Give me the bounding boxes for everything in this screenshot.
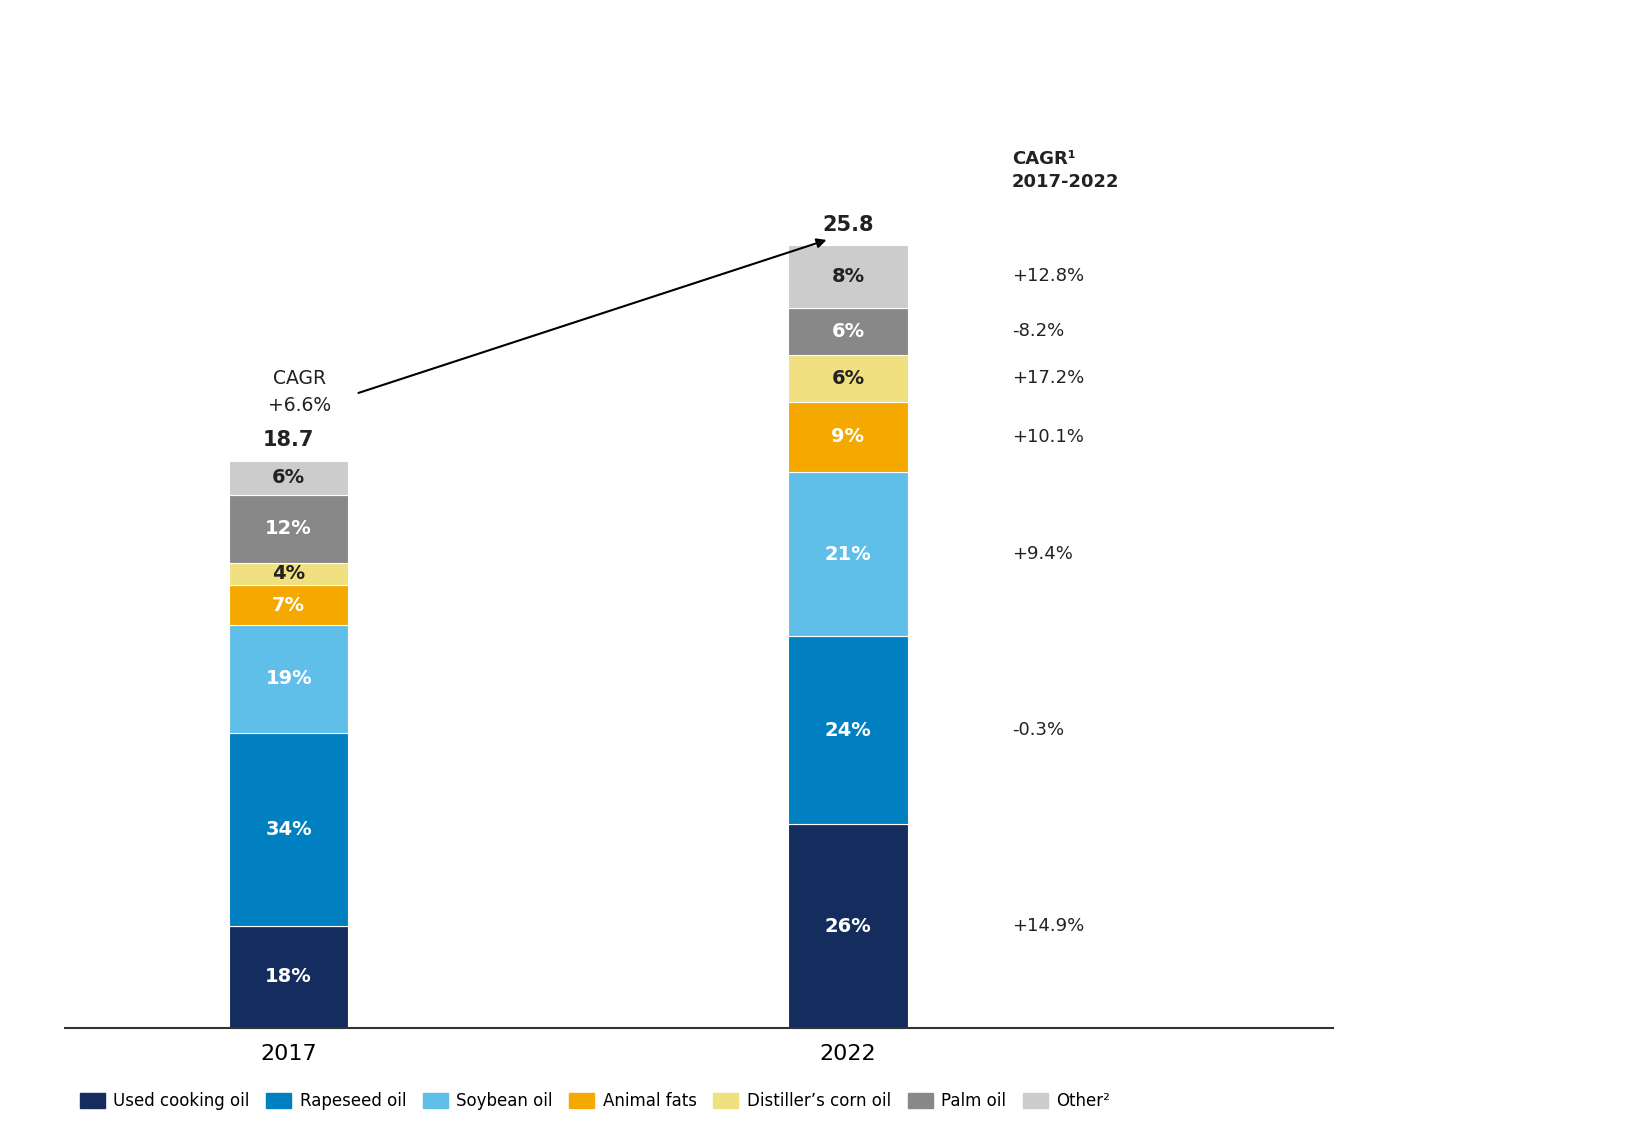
Text: +6.6%: +6.6% [268,396,331,415]
Text: CAGR: CAGR [273,369,327,388]
Text: -8.2%: -8.2% [1012,322,1064,340]
Text: 34%: 34% [265,820,312,838]
Text: 6%: 6% [271,468,306,488]
Text: 6%: 6% [832,369,864,388]
Bar [788,246,907,308]
Bar [229,625,348,733]
Bar [788,472,907,636]
Text: 18%: 18% [265,967,312,987]
Text: 4%: 4% [271,564,306,584]
Text: 7%: 7% [271,596,306,614]
Bar [229,586,348,625]
Bar [788,636,907,825]
Legend: Used cooking oil, Rapeseed oil, Soybean oil, Animal fats, Distiller’s corn oil, : Used cooking oil, Rapeseed oil, Soybean … [73,1085,1116,1117]
Text: 18.7: 18.7 [263,429,314,450]
Bar [229,733,348,926]
Text: 8%: 8% [832,267,864,286]
Text: CAGR¹
2017-2022: CAGR¹ 2017-2022 [1012,151,1120,191]
Text: +12.8%: +12.8% [1012,267,1084,286]
Bar [788,825,907,1028]
Text: 19%: 19% [265,669,312,689]
Text: +14.9%: +14.9% [1012,917,1084,935]
Bar [788,355,907,402]
Text: +17.2%: +17.2% [1012,369,1084,387]
Text: 21%: 21% [824,545,871,564]
Text: 12%: 12% [265,520,312,538]
Text: 26%: 26% [824,917,871,935]
Text: 24%: 24% [824,721,871,740]
Text: 25.8: 25.8 [822,215,874,234]
Text: 6%: 6% [832,322,864,340]
Bar [229,494,348,563]
Bar [229,563,348,586]
Text: +9.4%: +9.4% [1012,546,1072,563]
Bar [229,926,348,1028]
Text: +10.1%: +10.1% [1012,428,1084,445]
Bar [788,308,907,355]
Bar [229,460,348,494]
Text: 9%: 9% [832,427,864,447]
Bar [788,402,907,472]
Text: -0.3%: -0.3% [1012,722,1064,739]
